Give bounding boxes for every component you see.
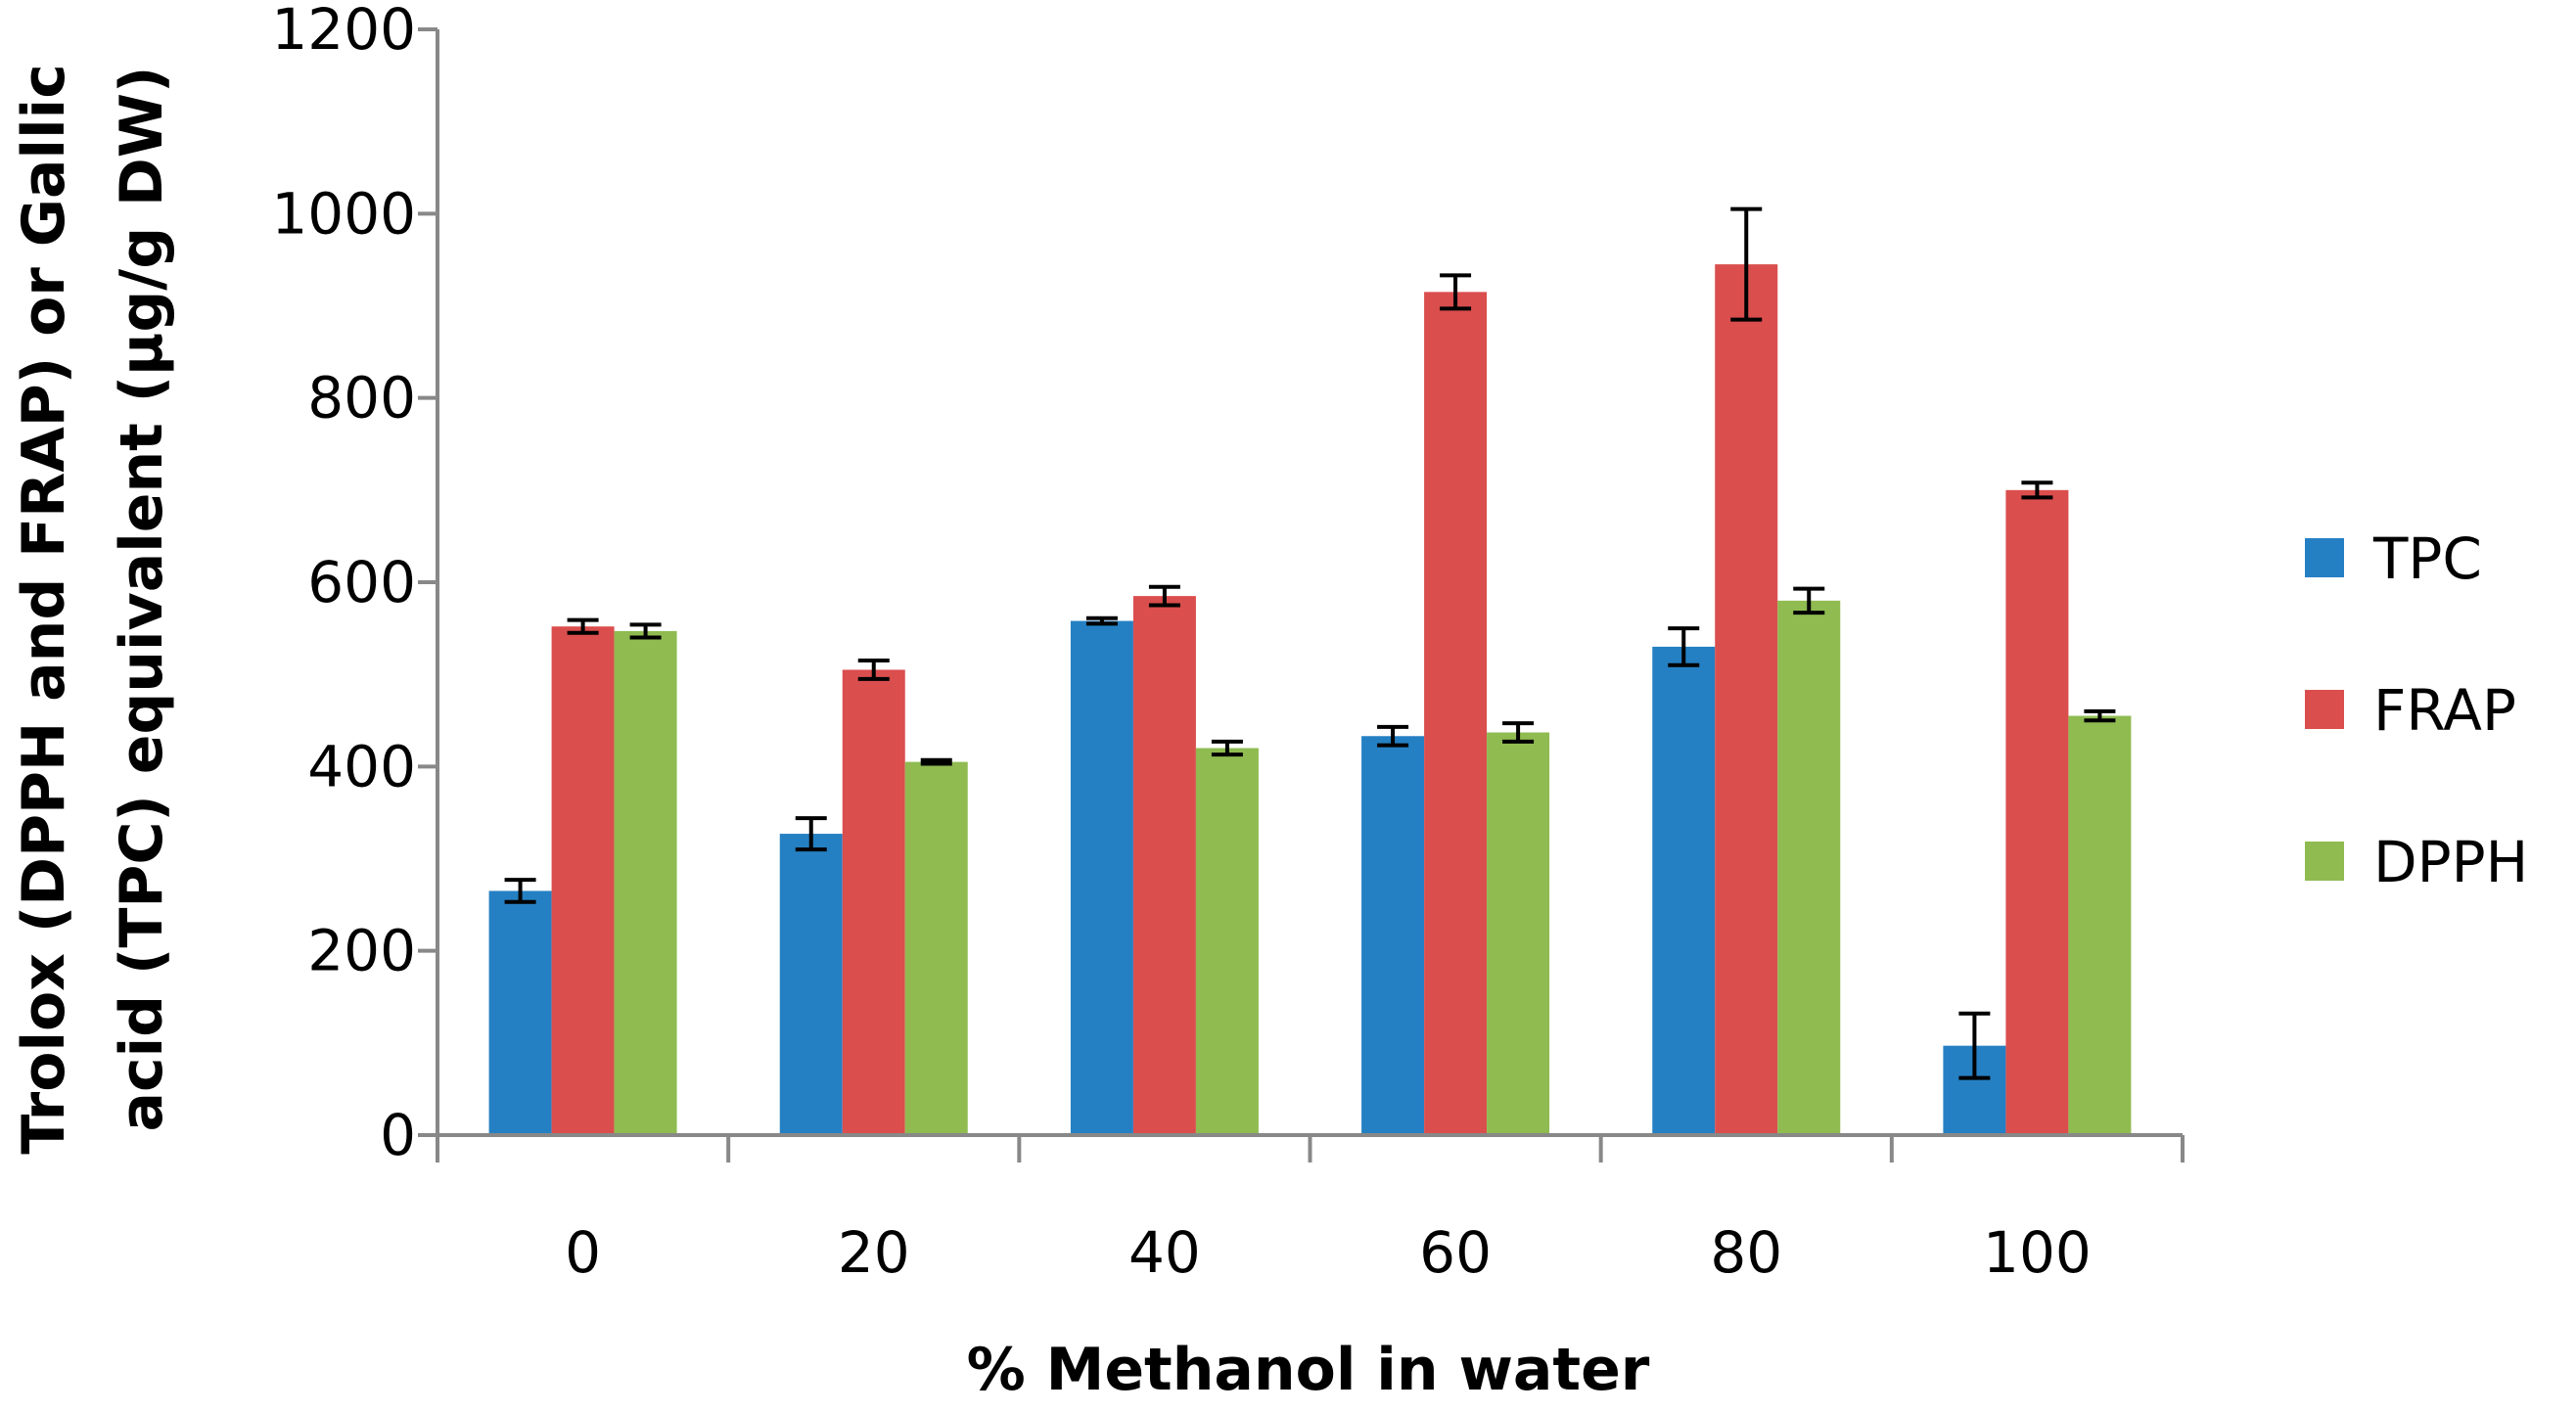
- x-tick-label: 0: [565, 1219, 601, 1286]
- error-bar-frap-80: [1730, 206, 1763, 322]
- y-axis-title-line-2: acid (TPC) equivalent (µg/g DW): [108, 67, 176, 1132]
- legend-swatch: [2305, 538, 2344, 577]
- x-tick-label: 80: [1710, 1219, 1782, 1286]
- x-tick-label: 20: [838, 1219, 910, 1286]
- y-tick-label: 800: [307, 365, 416, 432]
- error-bar-tpc-40: [1085, 615, 1118, 626]
- bar-tpc-0: [488, 890, 552, 1135]
- y-axis-title-line-1: Trolox (DPPH and FRAP) or Gallic: [10, 64, 78, 1154]
- legend-label: FRAP: [2373, 677, 2516, 744]
- error-bar-frap-20: [857, 659, 890, 681]
- y-tick-label: 200: [307, 918, 416, 984]
- bar-frap-100: [2005, 489, 2069, 1135]
- plot-area: [488, 206, 2132, 1135]
- x-axis-title: % Methanol in water: [967, 1336, 1650, 1404]
- error-bar-frap-60: [1440, 273, 1472, 311]
- bar-tpc-40: [1070, 620, 1133, 1135]
- x-axis-ticks: 0 20 40 60 80 100: [436, 1135, 2185, 1286]
- error-bar-dpph-40: [1211, 739, 1243, 757]
- bar-tpc-60: [1361, 736, 1425, 1135]
- legend-label: DPPH: [2373, 829, 2528, 895]
- legend-swatch: [2305, 690, 2344, 729]
- bar-dpph-40: [1195, 748, 1259, 1135]
- error-bar-tpc-80: [1668, 626, 1700, 667]
- bar-frap-80: [1715, 264, 1778, 1135]
- bar-tpc-80: [1652, 646, 1716, 1135]
- legend: TPC FRAP DPPH: [2305, 525, 2528, 895]
- bar-frap-0: [551, 626, 615, 1135]
- bar-dpph-80: [1777, 600, 1841, 1135]
- legend-label: TPC: [2372, 525, 2482, 592]
- bar-dpph-0: [614, 630, 677, 1135]
- bar-frap-40: [1132, 596, 1196, 1135]
- error-bar-frap-40: [1148, 584, 1180, 608]
- bar-dpph-60: [1487, 732, 1550, 1135]
- y-tick-label: 1000: [271, 180, 416, 247]
- bar-dpph-100: [2068, 715, 2132, 1135]
- bar-dpph-20: [904, 761, 968, 1135]
- error-bar-frap-0: [567, 617, 599, 635]
- error-bar-dpph-20: [920, 757, 952, 766]
- x-tick-label: 40: [1128, 1219, 1201, 1286]
- legend-swatch: [2305, 842, 2344, 881]
- y-tick-label: 400: [307, 733, 416, 799]
- error-bar-dpph-60: [1502, 721, 1535, 744]
- y-tick-label: 600: [307, 549, 416, 615]
- legend-item-frap: FRAP: [2305, 677, 2516, 744]
- error-bar-dpph-0: [629, 622, 662, 640]
- error-bar-dpph-100: [2084, 708, 2116, 723]
- error-bar-tpc-100: [1958, 1011, 1991, 1080]
- error-bar-frap-100: [2021, 480, 2053, 500]
- error-bar-tpc-0: [504, 878, 536, 904]
- y-axis-ticks: 0 200 400 600 800 1000 1200: [271, 0, 437, 1168]
- bar-frap-20: [842, 669, 905, 1135]
- legend-item-dpph: DPPH: [2305, 829, 2528, 895]
- axes: [436, 29, 2183, 1137]
- error-bar-tpc-60: [1377, 724, 1409, 748]
- legend-item-tpc: TPC: [2305, 525, 2482, 592]
- bar-tpc-20: [779, 834, 843, 1135]
- x-tick-label: 60: [1419, 1219, 1492, 1286]
- bar-frap-60: [1424, 292, 1488, 1135]
- y-axis-title: Trolox (DPPH and FRAP) or Gallic acid (T…: [10, 43, 176, 1154]
- x-tick-label: 100: [1983, 1219, 2092, 1286]
- y-tick-label: 1200: [271, 0, 416, 63]
- error-bar-tpc-20: [795, 816, 827, 852]
- y-tick-label: 0: [380, 1102, 416, 1168]
- error-bar-dpph-80: [1793, 586, 1825, 615]
